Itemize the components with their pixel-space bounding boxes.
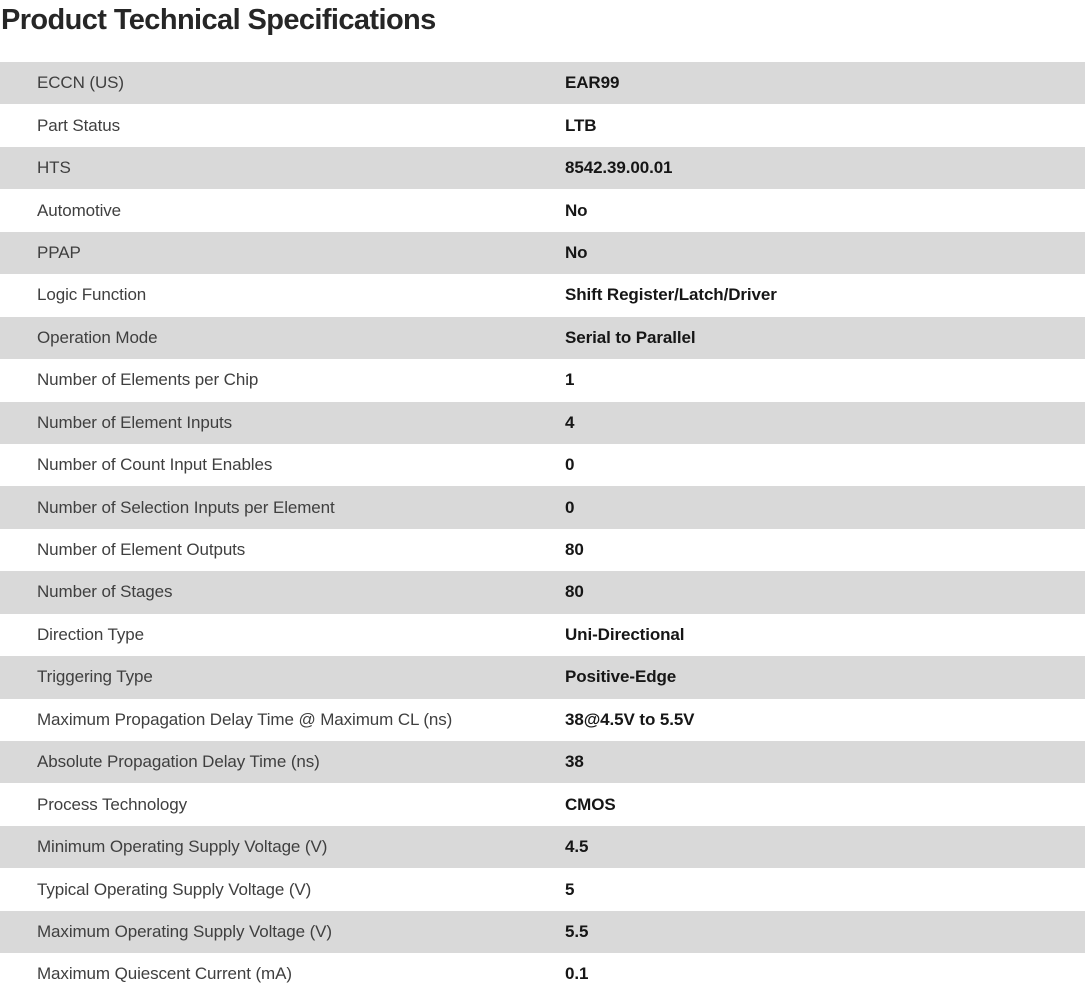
- spec-value: Positive-Edge: [565, 667, 677, 687]
- table-row: Minimum Operating Supply Voltage (V) 4.5: [0, 825, 1085, 869]
- spec-value: Uni-Directional: [565, 624, 685, 644]
- table-row: Logic Function Shift Register/Latch/Driv…: [0, 274, 1085, 317]
- spec-value: 80: [565, 582, 584, 602]
- table-row: Process Technology CMOS: [0, 783, 1085, 826]
- table-row: Maximum Propagation Delay Time @ Maximum…: [0, 698, 1085, 741]
- spec-label: Number of Elements per Chip: [37, 370, 259, 390]
- spec-label: Operation Mode: [37, 327, 158, 347]
- table-row: Operation Mode Serial to Parallel: [0, 316, 1085, 360]
- spec-value: CMOS: [565, 794, 616, 814]
- spec-value: 4: [565, 412, 575, 432]
- spec-value: 4.5: [565, 837, 589, 857]
- spec-label: HTS: [37, 158, 71, 178]
- spec-value: 0: [565, 455, 575, 475]
- table-row: Typical Operating Supply Voltage (V) 5: [0, 868, 1085, 911]
- spec-value: Shift Register/Latch/Driver: [565, 285, 777, 305]
- table-row: ECCN (US) EAR99: [0, 62, 1085, 105]
- spec-label: Part Status: [37, 115, 120, 135]
- spec-value: 5: [565, 879, 575, 899]
- table-row: Maximum Operating Supply Voltage (V) 5.5: [0, 910, 1085, 954]
- spec-value: No: [565, 242, 588, 262]
- table-row: Part Status LTB: [0, 104, 1085, 147]
- spec-label: PPAP: [37, 242, 81, 262]
- table-row: HTS 8542.39.00.01: [0, 146, 1085, 190]
- spec-value: LTB: [565, 115, 597, 135]
- spec-value: 80: [565, 540, 584, 560]
- table-row: Direction Type Uni-Directional: [0, 613, 1085, 657]
- spec-value: 0: [565, 497, 575, 517]
- table-row: Number of Count Input Enables 0: [0, 443, 1085, 487]
- spec-label: Number of Stages: [37, 582, 173, 602]
- table-row: Number of Elements per Chip 1: [0, 359, 1085, 402]
- spec-value: 0.1: [565, 964, 589, 984]
- spec-label: Triggering Type: [37, 667, 153, 687]
- spec-value: 5.5: [565, 921, 589, 941]
- spec-value: EAR99: [565, 73, 620, 93]
- spec-label: ECCN (US): [37, 73, 124, 93]
- spec-value: 38@4.5V to 5.5V: [565, 709, 695, 729]
- table-row: PPAP No: [0, 231, 1085, 275]
- spec-label: Number of Selection Inputs per Element: [37, 497, 335, 517]
- table-row: Absolute Propagation Delay Time (ns) 38: [0, 741, 1085, 784]
- table-row: Number of Stages 80: [0, 571, 1085, 614]
- spec-value: 38: [565, 752, 584, 772]
- table-row: Number of Element Inputs 4: [0, 401, 1085, 444]
- table-row: Triggering Type Positive-Edge: [0, 656, 1085, 699]
- page-title: Product Technical Specifications: [1, 4, 436, 36]
- spec-label: Typical Operating Supply Voltage (V): [37, 879, 312, 899]
- spec-value: Serial to Parallel: [565, 327, 696, 347]
- spec-label: Absolute Propagation Delay Time (ns): [37, 752, 320, 772]
- table-row: Number of Element Outputs 80: [0, 528, 1085, 572]
- table-row: Maximum Quiescent Current (mA) 0.1: [0, 953, 1085, 996]
- spec-label: Logic Function: [37, 285, 147, 305]
- spec-value: 8542.39.00.01: [565, 158, 673, 178]
- spec-label: Number of Count Input Enables: [37, 455, 273, 475]
- spec-label: Maximum Quiescent Current (mA): [37, 964, 292, 984]
- spec-value: 1: [565, 370, 575, 390]
- spec-label: Direction Type: [37, 624, 144, 644]
- product-spec-table: ECCN (US) EAR99 Part Status LTB HTS 8542…: [0, 62, 1085, 996]
- spec-label: Number of Element Inputs: [37, 412, 233, 432]
- spec-label: Minimum Operating Supply Voltage (V): [37, 837, 328, 857]
- spec-label: Maximum Propagation Delay Time @ Maximum…: [37, 709, 453, 729]
- spec-label: Maximum Operating Supply Voltage (V): [37, 921, 332, 941]
- table-row: Automotive No: [0, 189, 1085, 232]
- table-row: Number of Selection Inputs per Element 0: [0, 486, 1085, 529]
- spec-label: Number of Element Outputs: [37, 540, 246, 560]
- spec-label: Automotive: [37, 200, 122, 220]
- spec-label: Process Technology: [37, 794, 188, 814]
- spec-value: No: [565, 200, 588, 220]
